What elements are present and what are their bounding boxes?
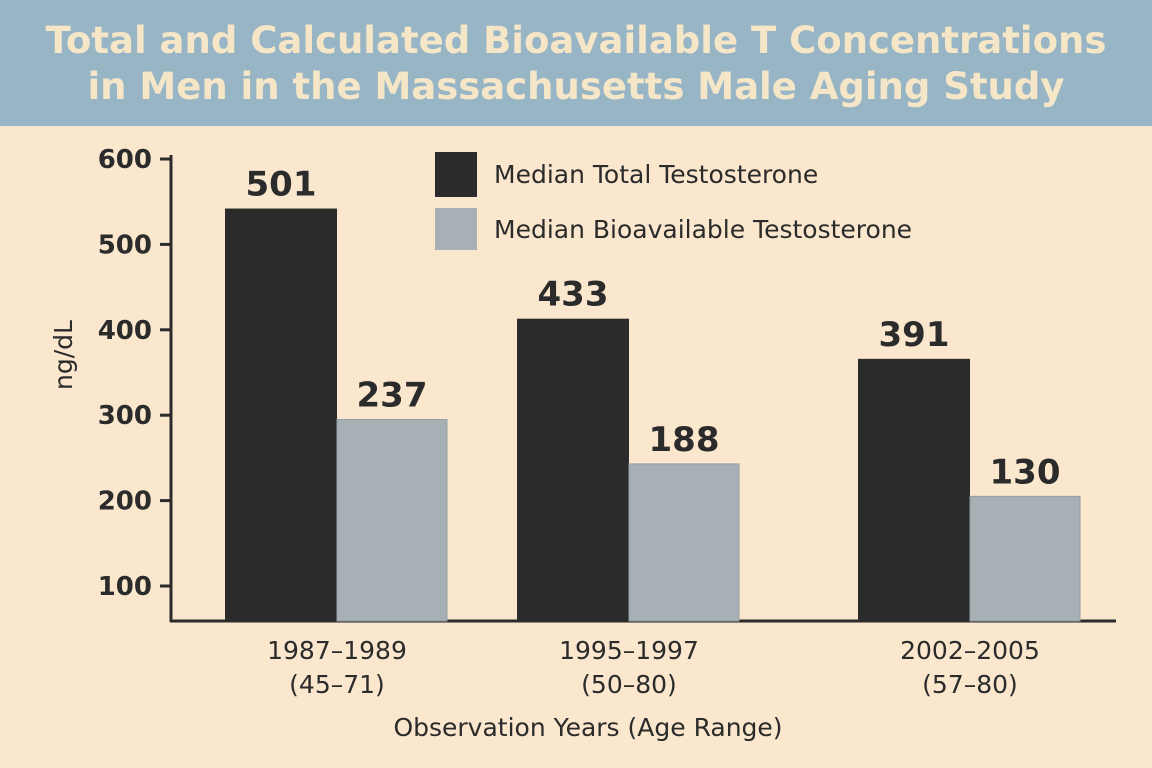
value-label-bioavailable-1: 188 <box>649 420 720 460</box>
value-label-total-0: 501 <box>246 165 317 205</box>
legend-swatch-total <box>435 152 477 197</box>
bar-total-2 <box>858 358 970 621</box>
bars <box>225 208 1081 622</box>
legend-label-total: Median Total Testosterone <box>494 160 818 189</box>
chart-title-line-1: Total and Calculated Bioavailable T Conc… <box>45 19 1107 62</box>
legend: Median Total Testosterone Median Bioavai… <box>435 152 912 250</box>
legend-label-bioavailable: Median Bioavailable Testosterone <box>494 215 912 244</box>
y-tick-label-200: 200 <box>98 487 152 517</box>
title-band <box>0 0 1152 126</box>
y-tick-label-600: 600 <box>98 145 152 175</box>
y-tick-label-400: 400 <box>98 316 152 346</box>
y-axis-title: ng/dL <box>49 320 78 390</box>
value-labels: 501 433 391 237 188 130 <box>246 165 1061 493</box>
bar-bioavailable-2 <box>969 495 1081 622</box>
chart-title: Total and Calculated Bioavailable T Conc… <box>0 18 1152 110</box>
bar-bioavailable-0 <box>336 418 448 622</box>
y-tick-label-500: 500 <box>98 230 152 260</box>
value-label-bioavailable-2: 130 <box>990 452 1061 492</box>
x-category-years-0: 1987–1989 <box>267 636 407 665</box>
value-label-total-2: 391 <box>879 315 950 355</box>
x-category-years-1: 1995–1997 <box>559 636 699 665</box>
x-category-labels: 1987–1989 (45–71) 1995–1997 (50–80) 2002–200… <box>267 636 1040 699</box>
legend-swatch-bioavailable <box>435 208 477 250</box>
value-label-total-1: 433 <box>538 275 609 315</box>
y-ticks: 100 200 300 400 500 600 <box>98 145 171 602</box>
x-category-ages-1: (50–80) <box>581 670 677 699</box>
y-tick-label-300: 300 <box>98 401 152 431</box>
x-category-ages-2: (57–80) <box>922 670 1018 699</box>
y-tick-label-100: 100 <box>98 572 152 602</box>
x-axis-title: Observation Years (Age Range) <box>393 713 782 742</box>
bar-total-1 <box>517 318 629 621</box>
x-category-ages-0: (45–71) <box>289 670 385 699</box>
chart-title-line-2: in Men in the Massachusetts Male Aging S… <box>87 65 1065 108</box>
bar-bioavailable-1 <box>628 463 740 622</box>
x-category-years-2: 2002–2005 <box>900 636 1040 665</box>
value-label-bioavailable-0: 237 <box>357 375 428 415</box>
bar-total-0 <box>225 208 337 622</box>
